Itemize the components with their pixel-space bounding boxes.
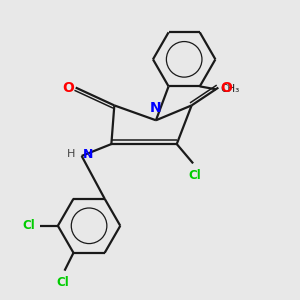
Text: Cl: Cl bbox=[57, 276, 69, 289]
Text: H: H bbox=[67, 149, 76, 160]
Text: Cl: Cl bbox=[23, 219, 36, 232]
Text: Cl: Cl bbox=[188, 169, 201, 182]
Text: O: O bbox=[220, 81, 232, 94]
Text: N: N bbox=[83, 148, 94, 161]
Text: N: N bbox=[150, 101, 162, 115]
Text: CH₃: CH₃ bbox=[220, 84, 240, 94]
Text: O: O bbox=[62, 81, 74, 94]
